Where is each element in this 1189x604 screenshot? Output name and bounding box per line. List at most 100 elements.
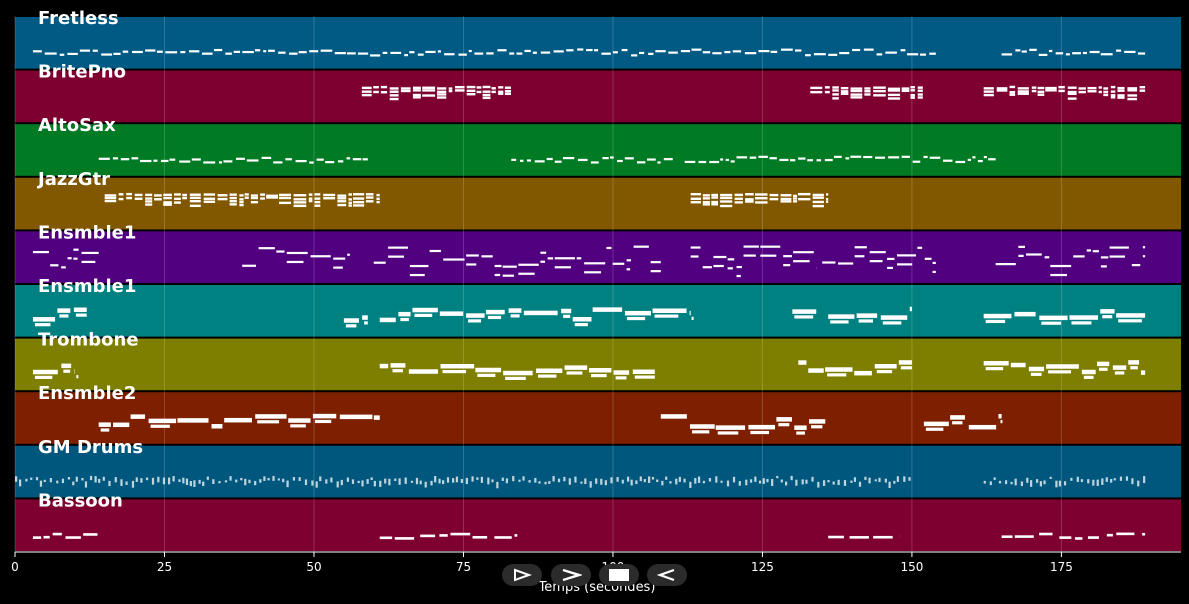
track-label: Fretless — [38, 8, 119, 29]
note — [1072, 52, 1081, 55]
track-lane — [15, 445, 1181, 498]
note — [528, 480, 531, 483]
stop-button[interactable] — [599, 564, 639, 586]
note — [893, 480, 896, 484]
note — [743, 254, 756, 257]
note — [125, 481, 128, 485]
note — [1014, 478, 1017, 486]
note — [1067, 90, 1077, 94]
note — [826, 193, 829, 196]
note — [412, 96, 421, 99]
note — [504, 92, 511, 96]
note — [702, 51, 711, 54]
note — [502, 274, 514, 277]
track-lane — [15, 392, 1181, 444]
note — [584, 271, 602, 274]
rewind-button[interactable] — [647, 564, 687, 586]
note — [446, 477, 450, 483]
note — [850, 155, 862, 158]
note — [293, 194, 307, 197]
note — [455, 476, 459, 483]
note — [49, 478, 52, 483]
note — [254, 49, 261, 52]
note — [156, 50, 163, 53]
note — [250, 194, 258, 197]
note — [193, 480, 196, 487]
note — [211, 424, 223, 429]
note — [540, 51, 551, 54]
note — [795, 479, 798, 486]
note — [502, 265, 517, 268]
note — [1092, 479, 1095, 486]
note — [854, 255, 865, 258]
note — [896, 476, 899, 482]
note — [122, 50, 129, 53]
note — [114, 477, 117, 483]
note — [67, 477, 71, 480]
fast-forward-icon — [562, 568, 582, 582]
note — [702, 197, 710, 200]
note — [439, 534, 448, 537]
note — [98, 478, 101, 483]
note — [612, 262, 625, 265]
note — [1074, 537, 1083, 540]
note — [1103, 93, 1109, 97]
note — [523, 310, 558, 316]
note — [272, 475, 275, 481]
track-notes — [32, 306, 1146, 328]
note — [417, 53, 424, 56]
playback-controls — [0, 560, 1189, 590]
note — [268, 49, 275, 52]
note — [404, 477, 407, 484]
note — [310, 255, 331, 258]
note — [422, 89, 436, 92]
note — [436, 90, 447, 94]
note — [353, 204, 365, 207]
note — [263, 476, 266, 481]
note — [174, 197, 181, 201]
note — [452, 478, 455, 483]
note — [702, 266, 712, 269]
note — [366, 479, 369, 484]
note — [652, 308, 687, 313]
note — [1110, 478, 1113, 483]
note — [887, 87, 901, 91]
note — [615, 376, 627, 380]
note — [229, 203, 237, 206]
note — [1096, 479, 1099, 487]
note — [145, 193, 153, 197]
note — [167, 477, 171, 485]
note — [920, 53, 926, 56]
note — [361, 90, 372, 93]
note — [298, 477, 301, 482]
note — [504, 86, 511, 89]
note — [357, 52, 369, 55]
note — [1043, 480, 1046, 485]
note — [563, 476, 566, 482]
note — [337, 160, 344, 163]
note — [553, 50, 564, 53]
note — [988, 158, 996, 161]
note — [654, 314, 679, 318]
fast-forward-button[interactable] — [551, 564, 591, 586]
note — [1070, 477, 1073, 481]
note — [389, 94, 399, 97]
track-lane — [15, 70, 1181, 123]
note — [635, 480, 638, 485]
note — [450, 532, 471, 536]
note — [651, 477, 655, 480]
note — [518, 263, 539, 266]
note — [494, 536, 512, 539]
note — [566, 371, 583, 375]
note — [1100, 256, 1109, 259]
x-axis: 0255075100125150175 — [11, 551, 1181, 574]
note — [738, 481, 741, 486]
note — [98, 422, 111, 427]
note — [1017, 90, 1029, 93]
play-button[interactable] — [502, 564, 542, 586]
note — [564, 365, 588, 370]
note — [73, 257, 78, 260]
note — [112, 422, 130, 428]
note — [755, 201, 768, 204]
note — [983, 90, 994, 93]
